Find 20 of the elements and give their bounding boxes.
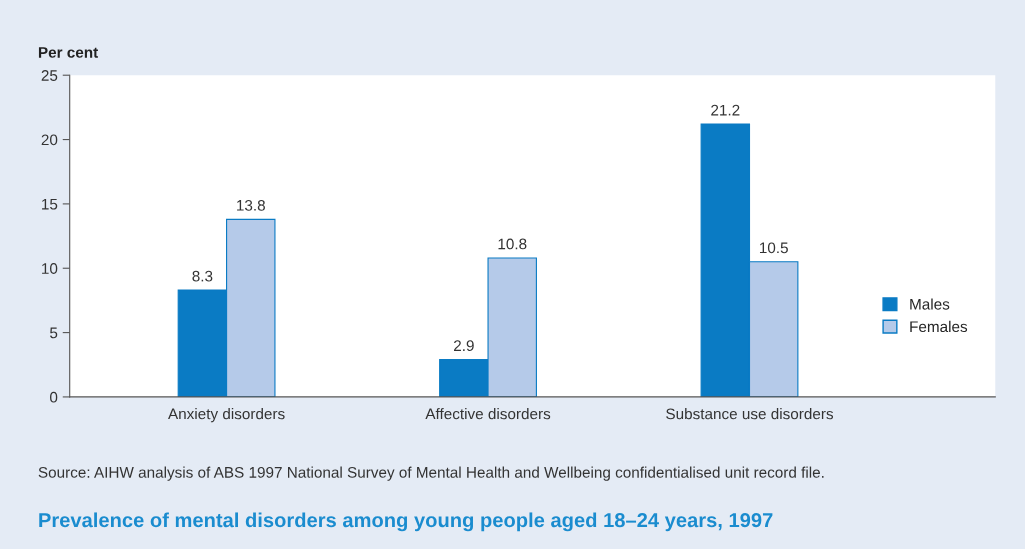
- x-tick-label: Affective disorders: [425, 408, 551, 420]
- data-label: 10.5: [759, 242, 788, 254]
- data-label: 13.8: [237, 199, 265, 211]
- x-tick-label: Substance use disorders: [666, 408, 834, 420]
- text: Prevalence of mental disorders among young people aged 18–24 years, 1997: [39, 512, 773, 532]
- data-label: 2.9: [454, 340, 474, 352]
- legend-label: Males: [910, 298, 950, 310]
- y-tick-label: 25: [41, 70, 58, 81]
- data-label: 10.8: [498, 238, 527, 250]
- data-label: 21.2: [711, 104, 740, 116]
- y-tick-label: 20: [41, 134, 58, 146]
- data-label: 8.3: [192, 270, 213, 282]
- y-axis-title: Per cent: [38, 47, 99, 58]
- source-note: Source: AIHW analysis of ABS 1997 National Survey of Mental Health and Wellbeing confidentialised unit record file.: [38, 466, 824, 481]
- y-tick-label: 5: [50, 327, 58, 339]
- legend-label: Females: [910, 320, 968, 333]
- y-tick-label: 10: [42, 263, 58, 274]
- y-tick-label: 15: [42, 198, 58, 210]
- y-tick-label: 0: [50, 391, 58, 403]
- x-tick-label: Anxiety disorders: [168, 408, 285, 423]
